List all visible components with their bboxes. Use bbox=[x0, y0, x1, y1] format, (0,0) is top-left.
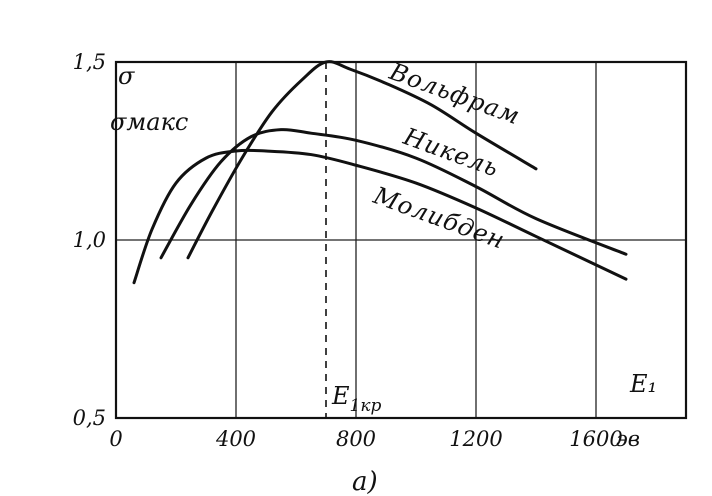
series-layer bbox=[132, 60, 628, 285]
x-axis-label: E₁ bbox=[629, 370, 657, 398]
x-tick-label: 0 bbox=[109, 427, 122, 451]
tick-labels: 0 400 800 1200 1600 0,5 1,0 1,5 bbox=[73, 50, 623, 451]
y-axis-label: σ bbox=[118, 62, 135, 90]
x-tick-label: 1200 bbox=[449, 427, 502, 451]
x-tick-label: 400 bbox=[215, 427, 256, 451]
series-line-molybdenum bbox=[132, 148, 628, 285]
y-tick-label: 1,0 bbox=[73, 228, 106, 252]
x-axis-unit: эв bbox=[616, 427, 640, 451]
x-tick-label: 1600 bbox=[569, 427, 622, 451]
y-tick-label: 0,5 bbox=[73, 406, 106, 430]
series-line-nickel bbox=[159, 128, 628, 260]
series-line-tungsten bbox=[186, 60, 538, 260]
x-tick-label: 800 bbox=[336, 427, 376, 451]
critical-energy-label: E1кр bbox=[331, 382, 381, 416]
y-tick-label: 1,5 bbox=[73, 50, 106, 74]
grid bbox=[116, 62, 686, 418]
y-axis-label-max: σмакс bbox=[110, 108, 188, 136]
critical-energy-marker: E1кр bbox=[116, 61, 381, 418]
plot-frame bbox=[114, 60, 688, 420]
figure-caption: а) bbox=[352, 467, 378, 496]
